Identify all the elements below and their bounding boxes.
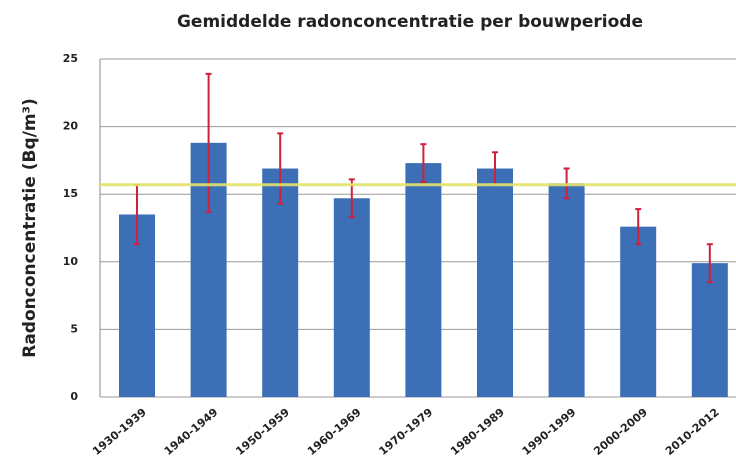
x-tick-label: 1990-1999 [520,406,579,458]
error-bar [420,143,427,184]
error-bar [277,132,284,205]
bar [620,226,657,397]
y-tick-label: 15 [63,187,78,200]
x-tick-label: 1980-1989 [448,406,507,458]
error-bar [706,243,713,284]
x-tick-label: 1970-1979 [376,406,435,458]
y-tick-label: 0 [70,390,78,403]
bar [333,198,370,397]
x-tick-label: 1940-1949 [162,406,221,458]
x-tick-label: 1950-1959 [233,406,292,458]
bar [548,183,585,397]
y-tick-label: 10 [63,255,79,268]
bar [405,163,442,397]
x-tick-label: 1960-1969 [305,406,364,458]
chart-title: Gemiddelde radonconcentratie per bouwper… [177,12,643,32]
x-tick-label: 2010-2012 [663,406,722,458]
error-bar [205,72,212,213]
bar [477,168,513,397]
bar [691,263,728,397]
y-axis-label: Radonconcentratie (Bq/m³) [20,98,40,358]
bar [262,168,299,397]
y-tick-label: 20 [63,120,79,133]
error-bar [635,208,642,246]
x-tick-label: 2000-2009 [591,406,650,458]
y-tick-label: 25 [63,52,78,65]
x-tick-label: 1930-1939 [90,406,149,458]
y-tick-label: 5 [70,322,78,335]
